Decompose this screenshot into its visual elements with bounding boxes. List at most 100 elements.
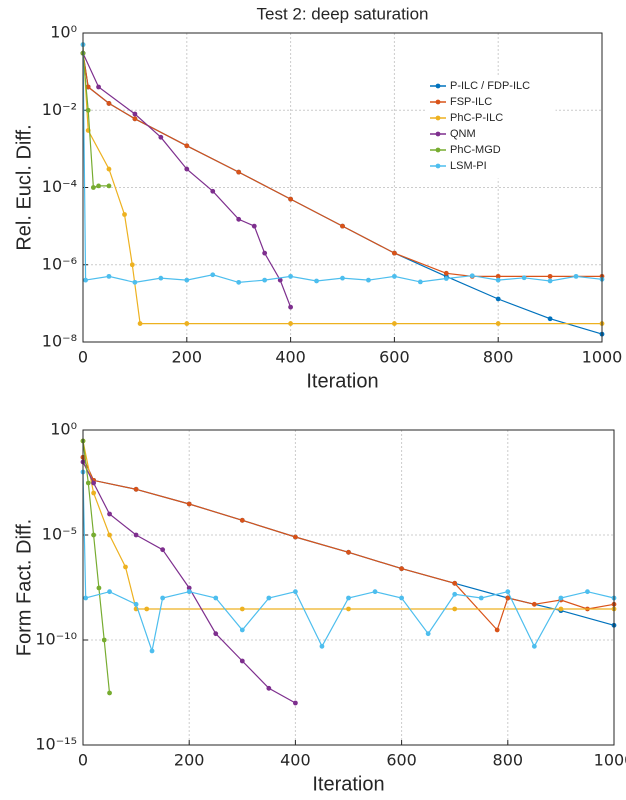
x-tick-label: 200 [172,348,203,367]
y-axis-label: Rel. Eucl. Diff. [13,124,35,250]
data-point [531,601,537,607]
plot-area [83,430,614,745]
data-point [293,700,298,706]
legend-label: P-ILC / FDP-ILC [450,80,530,92]
data-point [346,595,351,601]
x-tick-label: 1000 [594,751,626,770]
data-point [319,643,325,649]
data-point [366,277,371,283]
data-point [392,321,397,326]
data-point [392,273,397,279]
data-point [340,275,345,281]
y-tick-label: 10⁻² [42,100,77,119]
data-point [469,273,475,279]
data-point [184,166,190,172]
data-point [262,277,268,283]
data-point [573,273,579,279]
data-point [91,532,97,538]
x-tick-label: 0 [78,348,88,367]
series-line [82,53,602,277]
data-point [346,606,351,612]
data-point [106,166,112,172]
data-point [137,321,143,326]
y-tick-label: 10⁰ [50,23,77,42]
x-tick-label: 0 [78,751,88,770]
series-line [82,44,603,284]
data-point [585,589,590,595]
data-point [186,589,192,595]
data-point [83,277,88,283]
data-point [123,564,128,570]
data-point [149,648,155,654]
data-point [494,627,500,633]
legend-marker [435,131,441,137]
data-point [106,101,112,106]
data-point [293,589,298,595]
x-tick-label: 800 [483,348,514,367]
data-point [277,277,283,283]
legend-label: FSP-ILC [450,96,492,108]
data-point [160,547,166,553]
y-tick-label: 10⁰ [50,420,77,439]
data-point [288,196,293,202]
legend-marker [435,99,441,105]
data-point [452,591,458,597]
y-tick-label: 10⁻⁴ [42,177,77,196]
data-point [213,595,219,601]
data-point [505,595,511,601]
legend-label: PhC-MGD [450,144,501,156]
data-point [452,580,458,586]
data-point [521,275,527,281]
data-point [495,296,501,302]
y-axis-label: Form Fact. Diff. [13,519,35,656]
data-point [160,595,166,601]
data-point [144,606,150,612]
data-point [107,532,112,538]
data-point [399,566,404,572]
x-tick-label: 800 [493,751,524,770]
data-point [288,273,293,279]
chart-title: Test 2: deep saturation [256,4,428,23]
legend-box [426,75,556,179]
data-point [239,517,245,523]
data-point [495,321,501,326]
x-tick-label: 400 [275,348,306,367]
x-tick-label: 600 [386,751,417,770]
y-tick-label: 10⁻¹⁰ [35,630,77,649]
data-point [133,601,139,607]
data-point [558,606,564,612]
data-point [531,643,537,649]
data-point [478,595,484,601]
data-point [186,585,192,591]
data-point [184,143,190,149]
data-point [239,627,245,633]
y-tick-label: 10⁻¹⁵ [35,735,77,754]
data-point [122,212,127,217]
data-point [96,585,102,591]
data-point [85,84,91,90]
data-point [213,631,219,637]
data-point [85,480,91,486]
data-point [425,631,431,637]
axes-box [82,32,603,343]
data-point [132,116,138,122]
data-point [558,595,564,601]
data-point [106,273,112,279]
data-point [85,107,91,113]
y-tick-label: 10⁻⁵ [42,525,77,544]
data-point [184,277,190,283]
data-point [251,223,257,229]
data-point [158,134,164,140]
data-point [186,501,192,507]
data-point [452,606,458,612]
data-point [346,549,351,555]
data-point [239,606,245,612]
series-line [82,461,296,704]
data-point [443,270,449,276]
data-point [443,276,449,281]
data-point [392,250,397,256]
data-point [417,279,423,285]
data-point [107,690,112,696]
legend-marker [435,115,441,121]
